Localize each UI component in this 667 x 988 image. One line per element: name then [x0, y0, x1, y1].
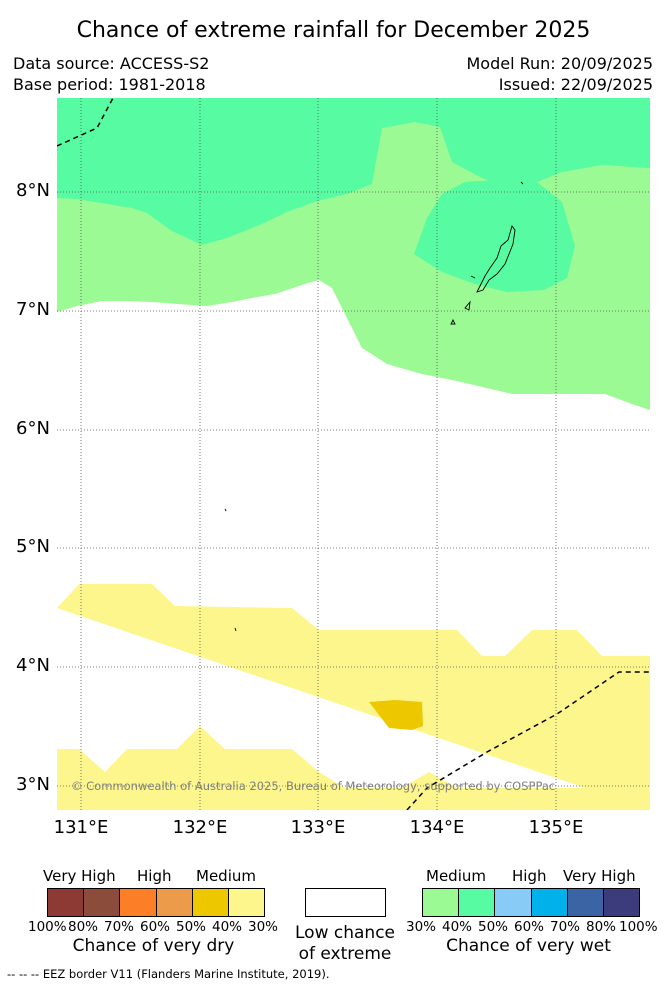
lat-label-7n: 7°N — [16, 299, 50, 320]
palau-islet-2 — [450, 318, 456, 325]
map-title: Chance of extreme rainfall for December … — [76, 18, 591, 43]
low-caption-line2: of extreme — [298, 944, 392, 964]
dry-pct-60: 60% — [140, 919, 171, 935]
lat-label-4n: 4°N — [16, 655, 50, 676]
low-chance-swatch-box — [305, 888, 386, 917]
wet-pct-30: 30% — [406, 919, 437, 935]
dry-medium-label: Medium — [196, 867, 256, 885]
lat-label-6n: 6°N — [16, 418, 50, 439]
wet-medium-high-island — [414, 180, 575, 292]
lon-label-132e: 132°E — [172, 817, 228, 838]
wet-pct-60: 60% — [514, 919, 545, 935]
tobi-islet — [234, 627, 237, 632]
dry-swatch — [193, 889, 229, 916]
wet-pct-40: 40% — [442, 919, 473, 935]
dry-pct-30: 30% — [248, 919, 279, 935]
lon-label-134e: 134°E — [409, 817, 465, 838]
dry-pct-70: 70% — [104, 919, 135, 935]
model-run: Model Run: 20/09/2025 — [466, 54, 654, 73]
dry-swatch — [120, 889, 157, 916]
dry-caption: Chance of very dry — [72, 936, 235, 956]
wet-swatch — [532, 889, 568, 916]
lat-label-8n: 8°N — [16, 180, 50, 201]
sonsorol-islet — [224, 508, 227, 512]
rainfall-map[interactable]: © Commonwealth of Australia 2025, Bureau… — [57, 98, 650, 810]
dry-swatch — [157, 889, 193, 916]
dry-color-scale — [47, 888, 265, 917]
wet-swatch — [423, 889, 459, 916]
wet-swatch — [568, 889, 604, 916]
wet-swatch — [495, 889, 532, 916]
base-period: Base period: 1981-2018 — [13, 75, 206, 94]
palau-islands — [476, 225, 516, 293]
dry-swatch — [48, 889, 84, 916]
copyright-text: © Commonwealth of Australia 2025, Bureau… — [71, 779, 555, 793]
dry-medium-region — [57, 584, 650, 810]
dry-pct-80: 80% — [68, 919, 99, 935]
data-source: Data source: ACCESS-S2 — [13, 54, 210, 73]
lon-label-135e: 135°E — [528, 817, 584, 838]
wet-high-label: High — [512, 867, 547, 885]
dry-swatch — [84, 889, 120, 916]
wet-pct-80: 80% — [586, 919, 617, 935]
dry-medium-high-region — [369, 700, 423, 730]
palau-islet — [464, 300, 471, 311]
eez-footer-note: -- -- -- EEZ border V11 (Flanders Marine… — [7, 967, 330, 981]
lon-label-131e: 131°E — [53, 817, 109, 838]
palau-islet-4 — [520, 181, 524, 185]
lat-label-3n: 3°N — [16, 774, 50, 795]
wet-medium-label: Medium — [426, 867, 486, 885]
low-caption-line1: Low chance — [295, 923, 395, 943]
issued-date: Issued: 22/09/2025 — [498, 75, 653, 94]
wet-swatch — [459, 889, 495, 916]
lon-label-133e: 133°E — [290, 817, 346, 838]
palau-islet-3 — [470, 275, 476, 279]
dry-swatch — [229, 889, 264, 916]
eez-border-north — [57, 98, 114, 147]
wet-caption: Chance of very wet — [446, 936, 611, 956]
dry-pct-100: 100% — [28, 919, 67, 935]
dry-very-high-label: Very High — [43, 867, 116, 885]
wet-very-high-label: Very High — [563, 867, 636, 885]
wet-swatch — [604, 889, 639, 916]
dry-pct-40: 40% — [212, 919, 243, 935]
wet-pct-50: 50% — [478, 919, 509, 935]
wet-color-scale — [422, 888, 640, 917]
lat-label-5n: 5°N — [16, 536, 50, 557]
wet-medium-high-north — [57, 98, 650, 245]
eez-border-south — [406, 671, 650, 810]
dry-high-label: High — [137, 867, 172, 885]
wet-pct-100: 100% — [619, 919, 658, 935]
wet-pct-70: 70% — [550, 919, 581, 935]
low-chance-swatch — [306, 889, 385, 916]
dry-pct-50: 50% — [176, 919, 207, 935]
